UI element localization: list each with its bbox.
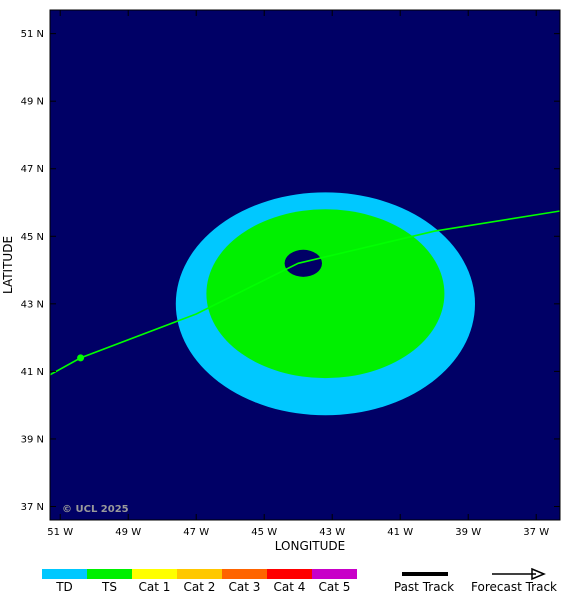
x-tick-label: 47 W [183, 527, 209, 538]
y-tick-label: 47 N [21, 164, 44, 175]
x-tick-label: 43 W [319, 527, 345, 538]
y-tick-label: 37 N [21, 502, 44, 513]
x-tick-label: 49 W [115, 527, 141, 538]
legend-label-cat-2: Cat 2 [184, 580, 216, 594]
y-axis-title: LATITUDE [1, 236, 15, 294]
x-tick-label: 51 W [47, 527, 73, 538]
legend-swatch-td [42, 569, 87, 579]
legend-label-cat-3: Cat 3 [229, 580, 261, 594]
plot-frame [49, 9, 561, 521]
swath-ts-area [206, 209, 445, 379]
y-tick-label: 51 N [21, 29, 44, 40]
storm-position-marker [77, 354, 85, 362]
legend-swatch-cat-3 [222, 569, 267, 579]
storm-track-line [50, 210, 560, 376]
swath-eye-area [284, 249, 322, 277]
forecast-track-label: Forecast Track [471, 580, 557, 594]
x-tick-label: 39 W [455, 527, 481, 538]
legend-swatch-cat-1 [132, 569, 177, 579]
x-axis-title: LONGITUDE [275, 539, 345, 553]
legend-label-ts: TS [101, 580, 117, 594]
forecast-track-arrowhead [531, 567, 546, 581]
x-tick-label: 45 W [251, 527, 277, 538]
y-tick-label: 49 N [21, 97, 44, 108]
legend-swatch-ts [87, 569, 132, 579]
legend-swatch-cat-5 [312, 569, 357, 579]
past-track-label: Past Track [394, 580, 454, 594]
x-tick-label: 41 W [387, 527, 413, 538]
y-tick-label: 41 N [21, 367, 44, 378]
copyright-text: © UCL 2025 [62, 504, 129, 515]
x-tick-label: 37 W [523, 527, 549, 538]
y-tick-label: 45 N [21, 232, 44, 243]
y-tick-label: 43 N [21, 299, 44, 310]
legend-label-cat-4: Cat 4 [274, 580, 306, 594]
legend-label-cat-5: Cat 5 [319, 580, 351, 594]
legend-swatch-cat-2 [177, 569, 222, 579]
legend-label-cat-1: Cat 1 [139, 580, 171, 594]
legend-swatch-cat-4 [267, 569, 312, 579]
y-tick-label: 39 N [21, 434, 44, 445]
legend-label-td: TD [55, 580, 73, 594]
legend: TD TS Cat 1 Cat 2 Cat 3 Cat 4 Cat 5 [42, 569, 357, 594]
